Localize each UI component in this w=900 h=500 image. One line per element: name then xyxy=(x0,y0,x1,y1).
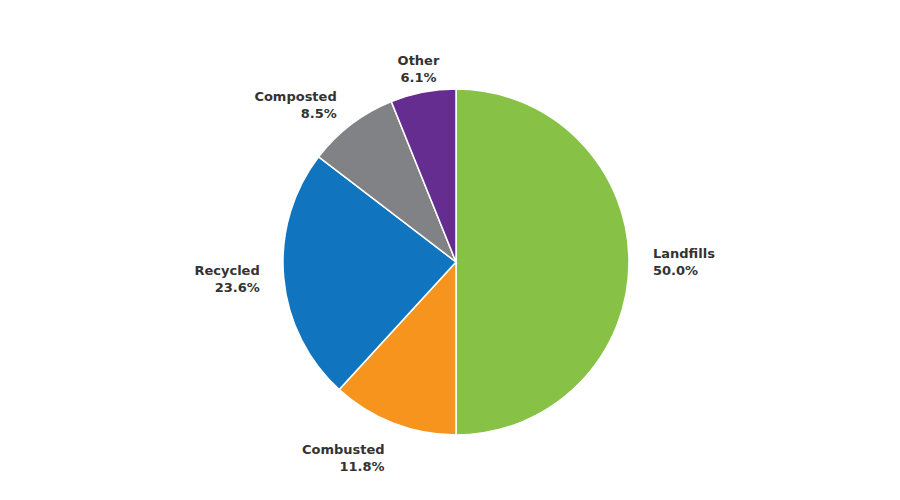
svg-text:Combusted11.8%: Combusted11.8% xyxy=(302,442,385,474)
svg-text:Other6.1%: Other6.1% xyxy=(398,53,440,85)
svg-text:Recycled23.6%: Recycled23.6% xyxy=(194,263,259,295)
svg-text:Landfills50.0%: Landfills50.0% xyxy=(653,246,715,278)
svg-text:Composted8.5%: Composted8.5% xyxy=(254,89,336,121)
